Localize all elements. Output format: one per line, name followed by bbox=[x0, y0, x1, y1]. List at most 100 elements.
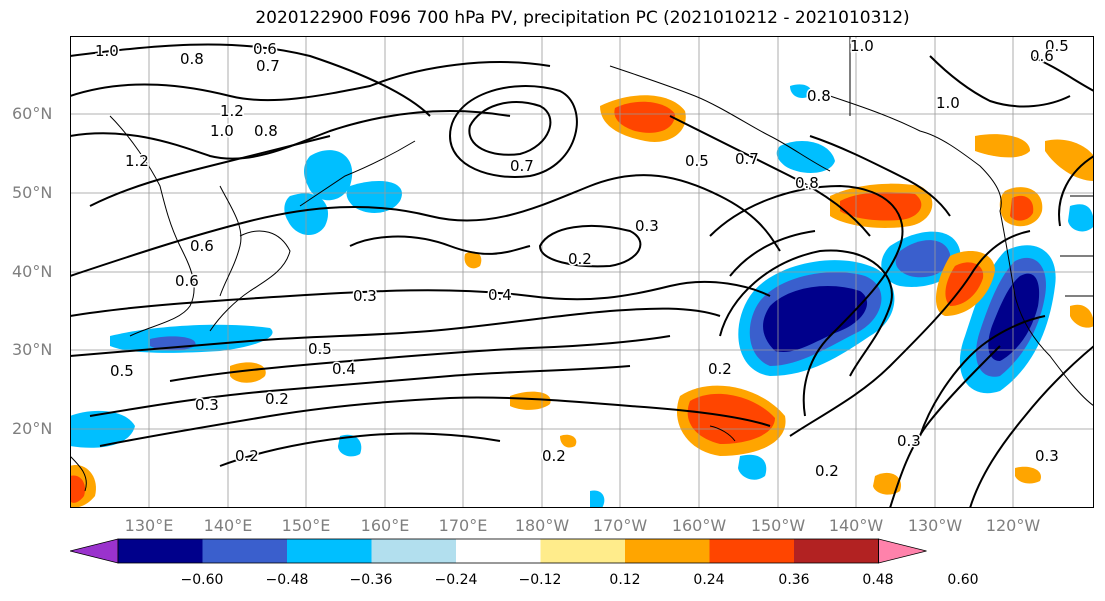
pos-precip-region bbox=[1070, 304, 1094, 328]
colorbar-segment bbox=[540, 539, 625, 563]
colorbar-tick-label: −0.12 bbox=[518, 572, 562, 588]
contour-label: 0.6 bbox=[1030, 47, 1054, 65]
lat-label: 50°N bbox=[12, 183, 53, 202]
lat-label: 20°N bbox=[12, 419, 53, 438]
pos-precip-region bbox=[464, 251, 482, 269]
contour-label: 0.2 bbox=[568, 250, 592, 268]
lon-label: 130°E bbox=[124, 516, 174, 535]
colorbar-segment bbox=[794, 539, 879, 563]
colorbar-segment bbox=[287, 539, 372, 563]
colorbar-segment bbox=[202, 539, 287, 563]
precip-shading bbox=[70, 84, 1094, 508]
contour-labels: 1.0 0.8 0.6 0.7 1.2 1.0 0.8 1.2 0.6 0.6 … bbox=[94, 36, 1071, 482]
lon-label: 160°W bbox=[671, 516, 727, 535]
contour-label: 0.4 bbox=[332, 360, 356, 378]
colorbar bbox=[70, 538, 927, 564]
contour-label: 0.2 bbox=[542, 447, 566, 465]
colorbar-tick-label: 0.60 bbox=[947, 572, 979, 588]
neg-precip-region bbox=[590, 490, 605, 508]
map-frame bbox=[70, 36, 1094, 508]
pv-contours bbox=[70, 43, 1094, 508]
lon-label: 170°E bbox=[438, 516, 488, 535]
contour-label: 0.7 bbox=[256, 57, 280, 75]
colorbar-segment bbox=[371, 539, 456, 563]
pos-precip-region bbox=[560, 434, 577, 448]
lat-label: 30°N bbox=[12, 340, 53, 359]
lon-label: 140°E bbox=[203, 516, 253, 535]
contour-label: 0.7 bbox=[510, 157, 534, 175]
contour-label: 0.3 bbox=[1035, 447, 1059, 465]
pos-precip-region bbox=[230, 362, 266, 383]
contour-label: 0.5 bbox=[1045, 37, 1069, 55]
pos-precip-region bbox=[614, 101, 675, 133]
contour-label: 0.3 bbox=[635, 217, 659, 235]
neg-precip-region bbox=[988, 273, 1040, 361]
contour-label: 0.7 bbox=[735, 150, 759, 168]
map-panel: 1.0 0.8 0.6 0.7 1.2 1.0 0.8 1.2 0.6 0.6 … bbox=[70, 36, 1094, 508]
contour-label: 0.6 bbox=[190, 237, 214, 255]
contour-label: 0.3 bbox=[897, 432, 921, 450]
contour-label: 0.8 bbox=[254, 122, 278, 140]
colorbar-segment bbox=[456, 539, 541, 563]
lon-label: 150°W bbox=[750, 516, 806, 535]
contour-label: 0.6 bbox=[253, 40, 277, 58]
contour-label: 0.5 bbox=[685, 152, 709, 170]
contour-label: 0.8 bbox=[807, 87, 831, 105]
contour-label: 0.2 bbox=[708, 360, 732, 378]
pos-precip-region bbox=[70, 475, 86, 503]
pos-precip-region bbox=[510, 391, 551, 410]
contour-label: 1.2 bbox=[125, 152, 149, 170]
pos-precip-region bbox=[687, 393, 775, 444]
colorbar-tick-label: 0.36 bbox=[778, 572, 810, 588]
colorbar-tick-label: 0.12 bbox=[609, 572, 641, 588]
lon-label: 170°W bbox=[592, 516, 648, 535]
pos-precip-region bbox=[1015, 466, 1041, 484]
lat-label: 40°N bbox=[12, 262, 53, 281]
neg-precip-region bbox=[346, 181, 402, 213]
map-title: 2020122900 F096 700 hPa PV, precipitatio… bbox=[255, 8, 910, 28]
contour-label: 0.3 bbox=[353, 287, 377, 305]
colorbar-extend-low bbox=[70, 538, 119, 564]
contour-label: 0.2 bbox=[815, 462, 839, 480]
contour-label: 1.2 bbox=[220, 102, 244, 120]
contour-label: 1.0 bbox=[95, 42, 119, 60]
lon-label: 160°E bbox=[360, 516, 410, 535]
colorbar-tick-label: −0.36 bbox=[349, 572, 393, 588]
colorbar-extend-high bbox=[878, 538, 927, 564]
lon-label: 150°E bbox=[281, 516, 331, 535]
contour-label: 0.3 bbox=[195, 396, 219, 414]
contour-label: 0.2 bbox=[265, 390, 289, 408]
neg-precip-region bbox=[763, 286, 868, 352]
colorbar-frame bbox=[117, 538, 879, 564]
pos-precip-region bbox=[1010, 195, 1034, 221]
contour-label: 0.5 bbox=[308, 340, 332, 358]
contour-label: 0.2 bbox=[235, 447, 259, 465]
contour-label: 0.8 bbox=[180, 50, 204, 68]
contour-label: 0.4 bbox=[488, 286, 512, 304]
neg-precip-region bbox=[1068, 204, 1094, 232]
lat-label: 60°N bbox=[12, 104, 53, 123]
contour-label: 1.0 bbox=[850, 37, 874, 55]
neg-precip-region bbox=[110, 324, 273, 353]
neg-precip-region bbox=[304, 150, 353, 201]
neg-precip-region bbox=[338, 434, 362, 457]
contour-label: 0.5 bbox=[110, 362, 134, 380]
neg-precip-region bbox=[790, 84, 812, 98]
neg-precip-region bbox=[895, 240, 951, 278]
coastlines bbox=[70, 36, 1094, 492]
colorbar-segment bbox=[709, 539, 794, 563]
colorbar-tick-label: −0.24 bbox=[434, 572, 478, 588]
lon-label: 180°W bbox=[514, 516, 570, 535]
colorbar-segment bbox=[118, 539, 203, 563]
contour-label: 1.0 bbox=[210, 122, 234, 140]
colorbar-tick-label: −0.60 bbox=[180, 572, 224, 588]
pos-precip-region bbox=[873, 472, 901, 495]
pos-precip-region bbox=[1045, 139, 1094, 181]
pos-precip-region bbox=[840, 192, 922, 221]
pos-precip-region bbox=[975, 134, 1030, 158]
contour-label: 0.8 bbox=[795, 174, 819, 192]
lon-label: 140°W bbox=[828, 516, 884, 535]
colorbar-segment bbox=[625, 539, 710, 563]
neg-precip-region bbox=[738, 454, 767, 480]
lon-label: 120°W bbox=[985, 516, 1041, 535]
